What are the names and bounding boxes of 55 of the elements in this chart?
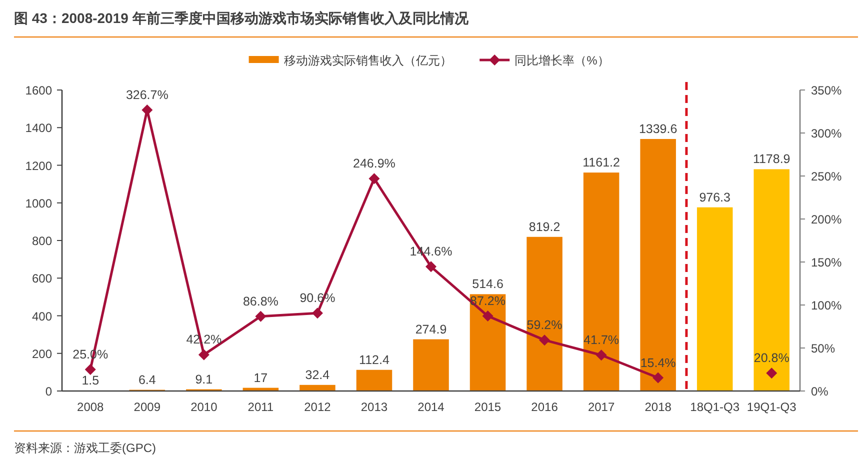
title: 图 43：2008-2019 年前三季度中国移动游戏市场实际销售收入及同比情况: [14, 10, 468, 26]
ytick: 1200: [25, 158, 52, 173]
xtick: 2010: [190, 400, 218, 414]
xtick: 2015: [474, 400, 502, 414]
data-label: 1161.2: [582, 156, 620, 170]
data-label: 6.4: [138, 372, 156, 387]
data-label: 112.4: [359, 352, 390, 367]
xtick: 19Q1-Q3: [746, 400, 796, 414]
legend-label: 同比增长率（%）: [514, 54, 610, 68]
data-label: 87.2%: [470, 294, 506, 308]
data-label: 59.2%: [526, 318, 562, 332]
xtick: 2013: [360, 400, 388, 414]
data-label: 15.4%: [640, 356, 676, 370]
data-label: 326.7%: [126, 88, 168, 102]
xtick: 2016: [531, 400, 558, 414]
data-label: 514.6: [472, 277, 504, 292]
xtick: 18Q1-Q3: [690, 400, 740, 414]
data-label: 86.8%: [242, 294, 278, 308]
data-label: 32.4: [305, 368, 330, 382]
y2tick: 200%: [811, 212, 842, 226]
ytick: 400: [32, 309, 52, 324]
ytick: 0: [45, 384, 52, 398]
xtick: 2008: [77, 400, 104, 414]
data-label: 41.7%: [584, 333, 620, 348]
xtick: 2018: [644, 400, 672, 414]
data-label: 1.5: [82, 374, 100, 388]
data-label: 246.9%: [353, 156, 396, 171]
data-label: 819.2: [528, 220, 560, 234]
y2tick: 300%: [811, 126, 842, 140]
data-label: 274.9: [415, 322, 447, 336]
ytick: 1600: [25, 84, 52, 98]
y2tick: 0%: [811, 384, 828, 398]
legend-label: 移动游戏实际销售收入（亿元）: [284, 54, 452, 68]
xtick: 2012: [304, 400, 331, 414]
xtick: 2017: [588, 400, 615, 414]
data-label: 17: [254, 370, 268, 385]
data-label: 1178.9: [752, 152, 790, 166]
y2tick: 350%: [811, 84, 842, 98]
data-label: 20.8%: [754, 351, 790, 366]
data-label: 976.3: [699, 190, 731, 204]
ytick: 200: [32, 346, 52, 361]
xtick: 2011: [248, 400, 274, 414]
ytick: 800: [32, 234, 52, 248]
ytick: 1400: [25, 121, 52, 136]
y2tick: 150%: [811, 256, 842, 270]
y2tick: 50%: [811, 342, 836, 356]
y2tick: 100%: [811, 298, 842, 312]
xtick: 2014: [418, 400, 444, 414]
ytick: 600: [32, 272, 52, 286]
annotation: 资料来源：游戏工委(GPC): [14, 441, 156, 455]
data-label: 1339.6: [638, 122, 678, 136]
y2tick: 250%: [811, 170, 842, 184]
data-label: 9.1: [195, 372, 213, 386]
ytick: 1000: [25, 196, 52, 210]
xtick: 2009: [134, 400, 160, 414]
